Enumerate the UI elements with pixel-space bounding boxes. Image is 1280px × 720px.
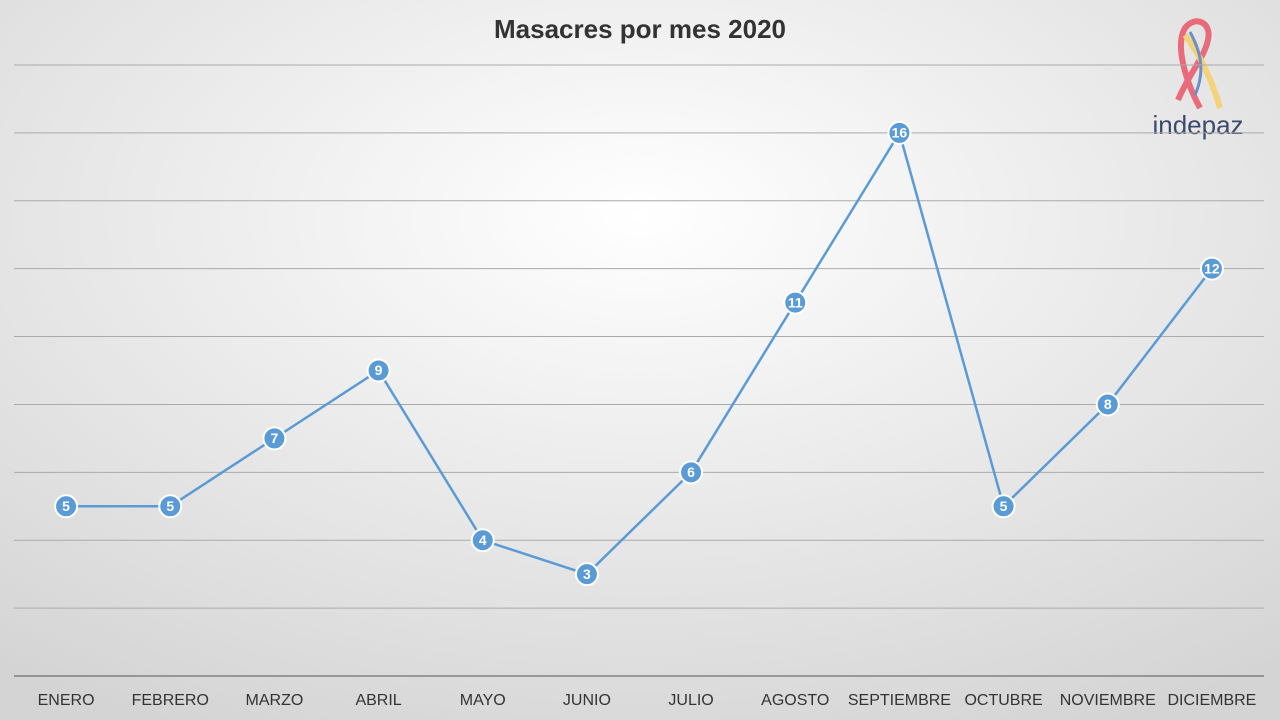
data-label: 9 [375,362,383,378]
data-label: 11 [788,294,803,310]
x-tick-label: OCTUBRE [964,692,1042,709]
data-point [1095,392,1120,417]
data-label: 6 [687,464,695,480]
data-point [158,494,183,519]
x-tick-label: FEBRERO [132,692,209,709]
data-label: 4 [479,532,487,548]
data-point [470,528,495,553]
data-point [991,494,1016,519]
x-tick-label: JULIO [668,692,713,709]
data-point [1199,256,1224,281]
x-tick-label: MAYO [460,692,506,709]
logo-text: indepaz [1152,110,1243,140]
x-tick-label: NOVIEMBRE [1060,692,1156,709]
x-tick-label: JUNIO [563,692,611,709]
data-label: 5 [62,498,70,514]
data-label: 5 [1000,498,1008,514]
data-label: 3 [583,566,591,582]
data-label: 7 [271,430,279,446]
data-point [574,562,599,587]
data-point [366,358,391,383]
data-label: 16 [892,125,908,141]
data-label: 12 [1204,260,1220,276]
data-point [887,120,912,145]
data-point [54,494,79,519]
x-tick-label: ABRIL [355,692,401,709]
x-tick-label: ENERO [38,692,95,709]
data-label: 5 [166,498,174,514]
x-tick-label: DICIEMBRE [1167,692,1256,709]
data-point [783,290,808,315]
data-line [66,129,1213,576]
data-point [262,426,287,451]
x-tick-label: AGOSTO [761,692,829,709]
x-tick-label: SEPTIEMBRE [848,692,951,709]
data-label: 8 [1104,396,1112,412]
x-tick-label: MARZO [246,692,304,709]
logo-ribbon [1175,18,1223,110]
chart-title: Masacres por mes 2020 [494,14,786,44]
data-point [679,460,704,485]
